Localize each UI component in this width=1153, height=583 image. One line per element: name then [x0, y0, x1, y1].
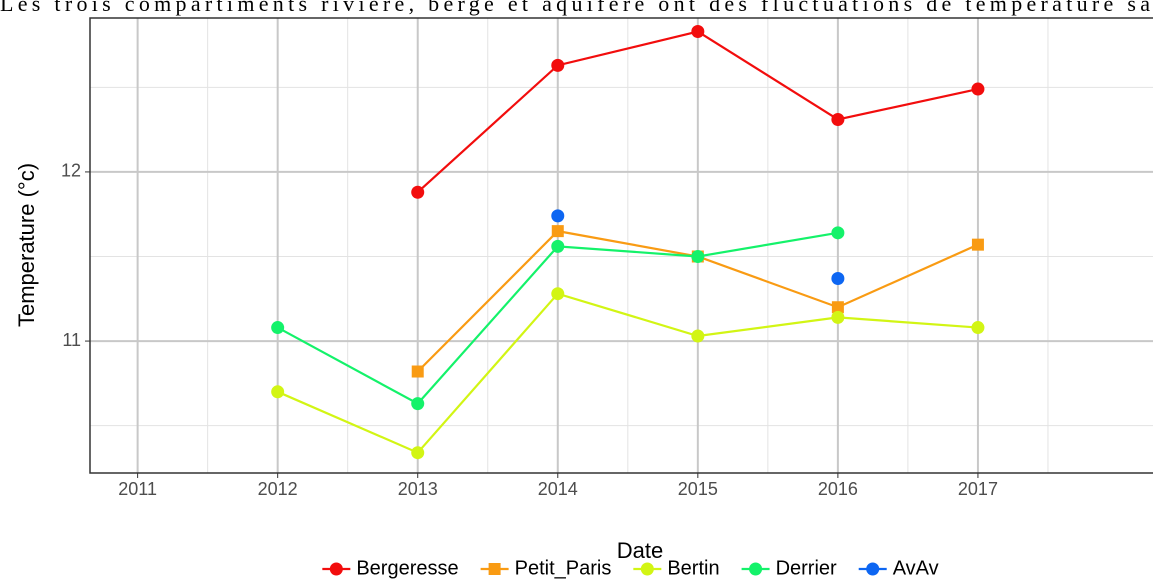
y-tick-label: 12	[61, 161, 81, 181]
y-axis-label: Temperature (°c)	[14, 163, 39, 327]
marker	[551, 225, 564, 238]
marker	[411, 446, 425, 460]
legend-label: Derrier	[776, 557, 837, 579]
marker	[691, 329, 705, 343]
legend-key	[866, 562, 880, 576]
x-tick-label: 2015	[678, 479, 718, 499]
marker	[971, 82, 985, 96]
legend-label: Bertin	[667, 557, 719, 579]
marker	[971, 238, 984, 251]
x-tick-label: 2012	[258, 479, 298, 499]
marker	[551, 58, 565, 72]
marker	[411, 185, 425, 199]
x-tick-label: 2013	[398, 479, 438, 499]
marker	[971, 321, 985, 335]
series-line	[277, 292, 979, 455]
panel-border	[89, 17, 1153, 474]
marker	[831, 271, 845, 285]
x-tick-label: 2014	[538, 479, 578, 499]
marker	[831, 226, 845, 240]
marker	[411, 365, 424, 378]
marker	[691, 25, 705, 39]
marker	[551, 209, 565, 223]
marker	[551, 287, 565, 301]
legend-key	[488, 563, 501, 575]
marker	[271, 385, 285, 399]
x-tick-label: 2016	[818, 479, 858, 499]
marker	[271, 321, 285, 335]
marker	[831, 112, 845, 126]
marker	[831, 310, 845, 324]
legend-label: Bergeresse	[356, 557, 458, 579]
legend-label: AvAv	[893, 557, 939, 579]
header-text: Les trois compartiments rivière, berge e…	[0, 0, 1150, 16]
marker	[551, 239, 565, 253]
legend-key	[329, 562, 343, 576]
legend-key	[640, 562, 654, 576]
marker	[691, 249, 705, 263]
marker	[411, 397, 425, 411]
marker	[831, 301, 844, 314]
y-tick-label: 11	[62, 330, 81, 350]
legend-key	[749, 562, 763, 576]
x-tick-label: 2017	[958, 479, 998, 499]
x-axis-label: Date	[617, 538, 663, 563]
x-tick-label: 2011	[118, 479, 157, 499]
legend-label: Petit_Paris	[515, 557, 612, 579]
